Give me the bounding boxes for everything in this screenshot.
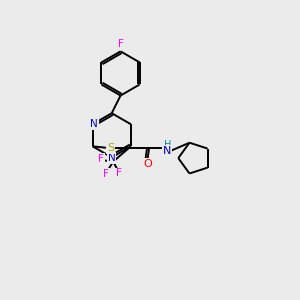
Text: F: F [118, 39, 124, 49]
Text: F: F [103, 169, 109, 179]
Text: N: N [108, 153, 116, 163]
Text: S: S [107, 143, 114, 153]
Text: N: N [90, 119, 98, 129]
Text: O: O [143, 159, 152, 169]
Text: F: F [116, 168, 122, 178]
Text: N: N [163, 146, 172, 156]
Text: F: F [98, 154, 104, 164]
Text: H: H [164, 140, 171, 150]
